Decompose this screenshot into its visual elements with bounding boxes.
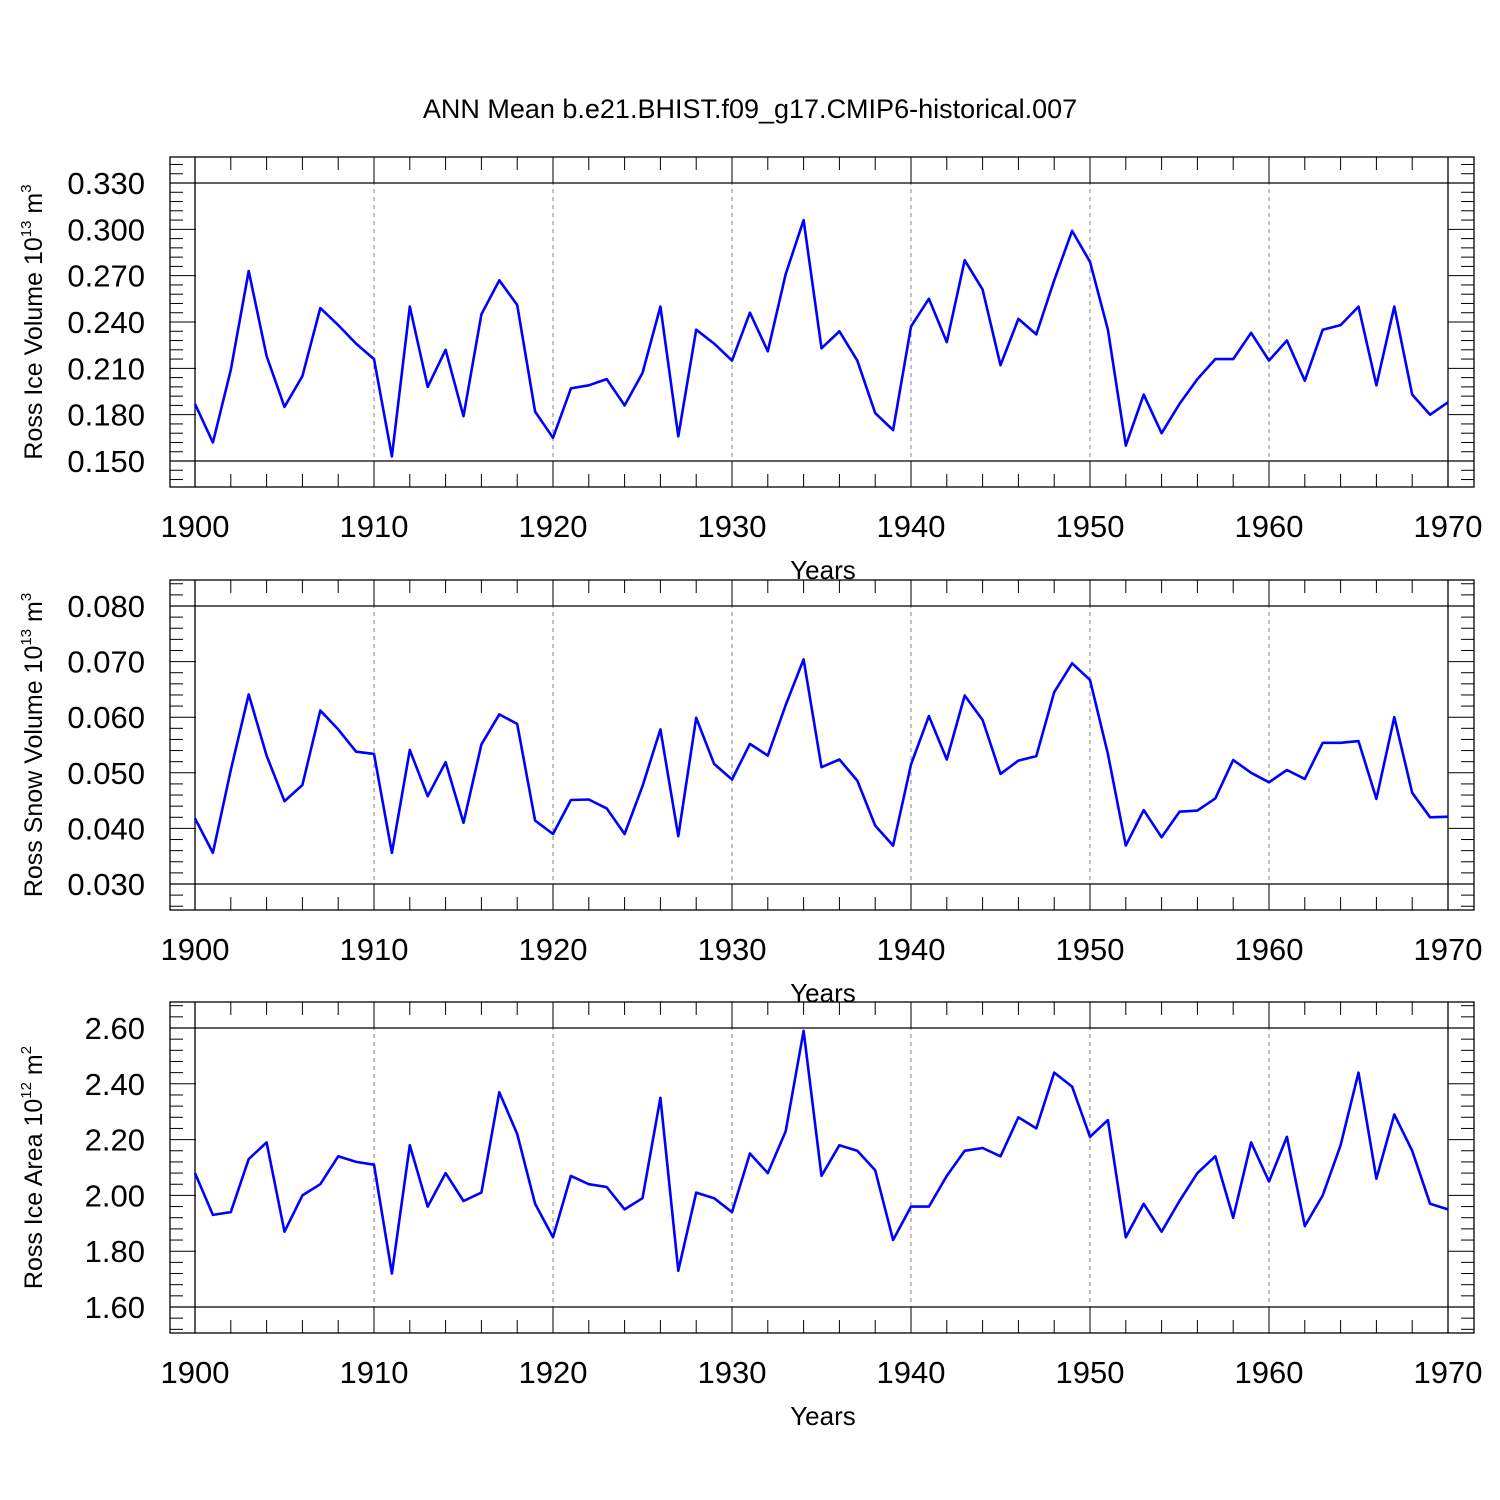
y-axis-label-unit: m xyxy=(20,193,48,221)
series-line-ross-ice-volume xyxy=(193,218,1449,458)
series-line-ross-snow-volume xyxy=(193,658,1449,855)
y-tick-label: 2.40 xyxy=(85,1067,145,1102)
panel-2: 0.030 0.040 0.050 0.060 0.070 0.080 1900 1910 19… xyxy=(18,579,1483,1008)
x-tick-label: 1940 xyxy=(877,932,946,967)
y-tick-label: 0.150 xyxy=(67,444,145,479)
y-axis-label-base: Ross Ice Volume 10 xyxy=(20,237,48,459)
x-tick-label: 1970 xyxy=(1414,932,1483,967)
y-tick-label: 1.80 xyxy=(85,1234,145,1269)
y-tick-label: 0.060 xyxy=(67,700,145,735)
x-tick-label: 1970 xyxy=(1414,1355,1483,1390)
x-tick-label: 1960 xyxy=(1235,509,1304,544)
x-tick-label: 1910 xyxy=(340,932,409,967)
x-tick-label: 1920 xyxy=(519,1355,588,1390)
figure-title: ANN Mean b.e21.BHIST.f09_g17.CMIP6-histo… xyxy=(423,94,1077,124)
y-tick-label: 2.00 xyxy=(85,1178,145,1213)
y-tick-label: 0.040 xyxy=(67,811,145,846)
x-tick-label: 1930 xyxy=(698,509,767,544)
x-tick-label: 1920 xyxy=(519,932,588,967)
panel-1: 0.150 0.180 0.210 0.240 0.270 0.300 0.330 1900 1… xyxy=(18,156,1483,585)
y-tick-label: 0.330 xyxy=(67,166,145,201)
y-tick-label: 0.080 xyxy=(67,589,145,624)
y-axis-label: Ross Ice Area 1012 m2 xyxy=(18,1046,48,1289)
y-tick-label: 0.270 xyxy=(67,259,145,294)
plot-frame xyxy=(169,1001,1475,1334)
y-tick-label: 2.20 xyxy=(85,1123,145,1158)
y-axis-label-base: Ross Ice Area 10 xyxy=(20,1099,48,1289)
x-tick-label: 1950 xyxy=(1056,1355,1125,1390)
x-tick-label: 1910 xyxy=(340,1355,409,1390)
y-axis-label-exponent: 13 xyxy=(18,221,35,238)
y-tick-label: 0.210 xyxy=(67,351,145,386)
y-axis-label-unit: m xyxy=(20,601,48,629)
y-axis-label-exponent: 12 xyxy=(18,1082,35,1099)
x-tick-label: 1950 xyxy=(1056,509,1125,544)
y-axis-label: Ross Ice Volume 1013 m3 xyxy=(18,184,48,459)
x-axis-label: Years xyxy=(790,1401,856,1431)
y-tick-label: 2.60 xyxy=(85,1011,145,1046)
x-tick-label: 1950 xyxy=(1056,932,1125,967)
x-tick-label: 1960 xyxy=(1235,932,1304,967)
y-axis-label: Ross Snow Volume 1013 m3 xyxy=(18,593,48,897)
y-axis-label-unit-exponent: 3 xyxy=(18,184,35,192)
y-axis-label-exponent: 13 xyxy=(18,629,35,646)
panel-3: 1.60 1.80 2.00 2.20 2.40 2.60 1900 1910 1920 1930… xyxy=(18,1001,1483,1431)
x-tick-label: 1920 xyxy=(519,509,588,544)
y-axis-label-unit: m xyxy=(20,1054,48,1082)
y-tick-label: 1.60 xyxy=(85,1290,145,1325)
x-tick-label: 1930 xyxy=(698,932,767,967)
x-tick-label: 1930 xyxy=(698,1355,767,1390)
series-line-ross-ice-area xyxy=(193,1029,1449,1275)
x-tick-label: 1900 xyxy=(161,509,230,544)
x-tick-label: 1960 xyxy=(1235,1355,1304,1390)
x-tick-label: 1900 xyxy=(161,932,230,967)
y-axis-label-base: Ross Snow Volume 10 xyxy=(20,646,48,898)
y-tick-label: 0.240 xyxy=(67,305,145,340)
x-tick-label: 1940 xyxy=(877,509,946,544)
y-tick-label: 0.180 xyxy=(67,398,145,433)
x-tick-label: 1970 xyxy=(1414,509,1483,544)
y-tick-label: 0.070 xyxy=(67,645,145,680)
y-tick-label: 0.300 xyxy=(67,212,145,247)
y-axis-label-unit-exponent: 3 xyxy=(18,593,35,601)
x-axis-label: Years xyxy=(790,978,856,1008)
plot-frame xyxy=(169,579,1475,911)
x-tick-label: 1940 xyxy=(877,1355,946,1390)
plot-frame xyxy=(169,156,1475,488)
x-tick-label: 1900 xyxy=(161,1355,230,1390)
y-tick-label: 0.050 xyxy=(67,756,145,791)
x-tick-label: 1910 xyxy=(340,509,409,544)
y-axis-label-unit-exponent: 2 xyxy=(18,1046,35,1054)
y-tick-label: 0.030 xyxy=(67,867,145,902)
